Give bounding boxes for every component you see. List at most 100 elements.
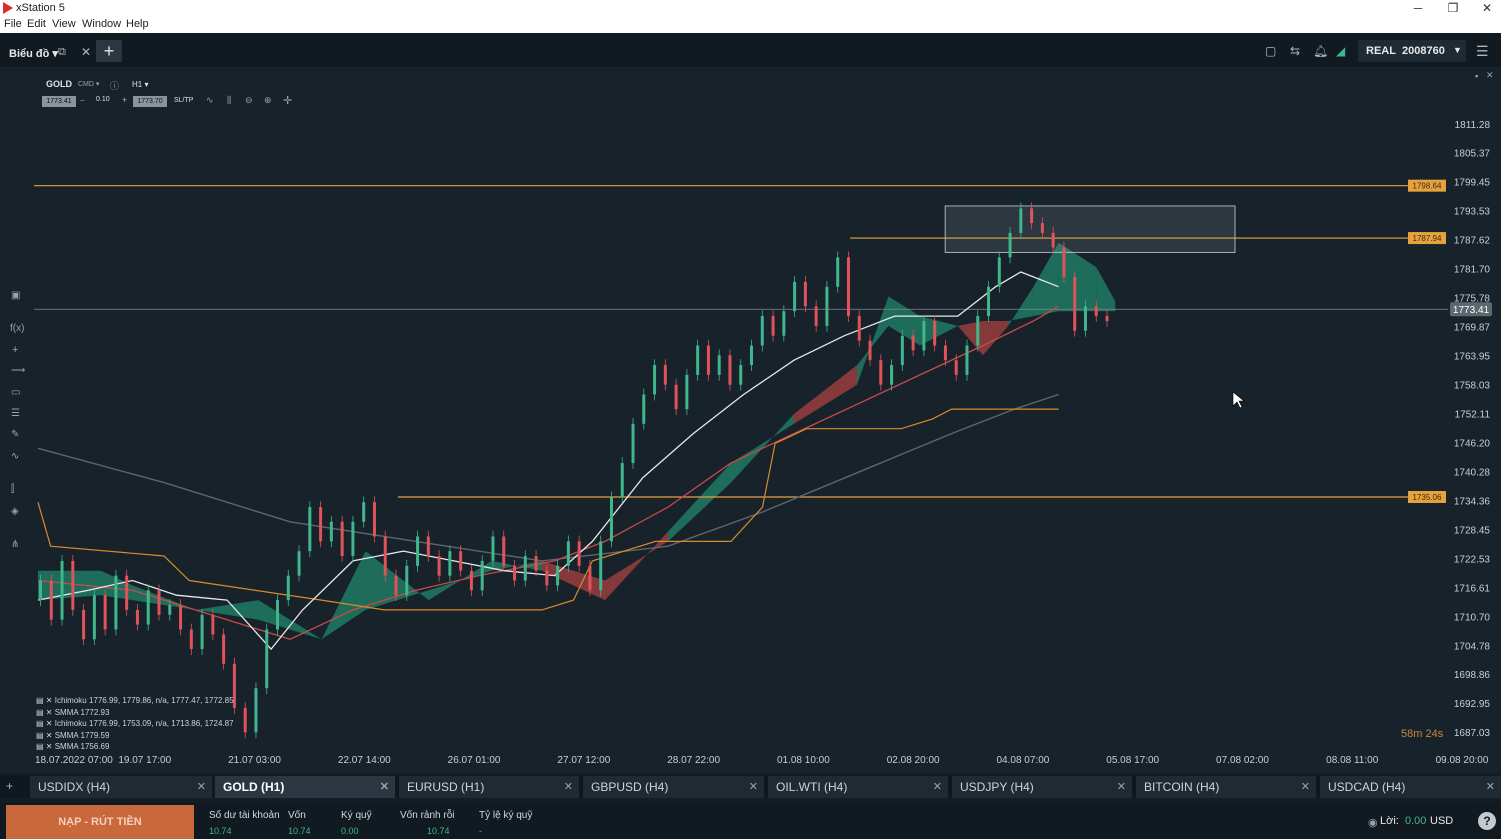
pen-tool-icon[interactable]: ✎: [11, 429, 20, 440]
close-tab-icon[interactable]: ✕: [81, 45, 92, 59]
close-icon[interactable]: ✕: [1485, 781, 1495, 793]
candle-body: [71, 560, 75, 610]
function-icon[interactable]: f(x): [10, 323, 25, 334]
zoom-in-icon[interactable]: ⊕: [264, 95, 272, 105]
line-chart-icon[interactable]: ∿: [206, 95, 214, 105]
volume-plus-button[interactable]: +: [122, 95, 128, 105]
layers-icon[interactable]: ◈: [11, 506, 19, 517]
measure-tool-icon[interactable]: ⫿: [11, 484, 15, 495]
price-chart[interactable]: 1811.28 1805.37 1799.45 1793.53 1787.62 1781.…: [0, 67, 1501, 773]
rectangle-tool-icon[interactable]: ▭: [11, 387, 21, 398]
tab-bitcoin[interactable]: BITCOIN (H4) ✕: [1136, 776, 1317, 798]
chart-maximize-icon[interactable]: ▪: [1475, 71, 1479, 81]
close-icon[interactable]: ✕: [748, 781, 758, 793]
object-tree-icon[interactable]: ▣: [11, 290, 21, 301]
menu-window[interactable]: Window: [82, 18, 122, 30]
layout-icon[interactable]: ▢: [1265, 44, 1277, 58]
candle-body: [49, 580, 53, 620]
y-tick-label: 1811.28: [1455, 120, 1491, 131]
tab-oilwti[interactable]: OIL.WTI (H4) ✕: [768, 776, 949, 798]
volume-minus-button[interactable]: −: [80, 96, 85, 105]
add-chart-button[interactable]: +: [96, 40, 122, 62]
chart-cmd[interactable]: CMD ▾: [78, 81, 100, 88]
x-tick-label: 19.07 17:00: [118, 755, 171, 766]
margin-label: Ký quỹ: [341, 810, 372, 821]
candle-body: [857, 316, 861, 341]
line-tool-icon[interactable]: ⟶: [11, 365, 26, 376]
close-icon[interactable]: ✕: [1300, 781, 1310, 793]
close-icon[interactable]: ✕: [932, 781, 942, 793]
maximize-button[interactable]: ❐: [1447, 1, 1459, 15]
popout-icon[interactable]: ⧉: [58, 46, 66, 58]
candles-icon[interactable]: ⫼: [227, 95, 232, 105]
chart-symbol[interactable]: GOLD: [46, 79, 72, 89]
close-icon[interactable]: ✕: [563, 781, 573, 793]
indicator-item[interactable]: ▤ ✕ Ichimoku 1776.99, 1779.86, n/a, 1777…: [36, 696, 234, 705]
sell-price-button[interactable]: 1773.41: [42, 96, 76, 107]
info-icon[interactable]: ⓘ: [110, 81, 120, 91]
instrument-tabs: + USDIDX (H4) ✕ GOLD (H1) ✕ EURUSD (H1) ✕ G…: [0, 776, 1501, 798]
close-window-button[interactable]: ✕: [1481, 1, 1493, 15]
buy-price-button[interactable]: 1773.70: [133, 96, 167, 107]
chart-panel[interactable]: 1811.28 1805.37 1799.45 1793.53 1787.62 1781.…: [0, 67, 1501, 773]
menu-file[interactable]: File: [4, 18, 22, 30]
timeframe-dropdown[interactable]: H1 ▾: [132, 80, 149, 89]
bell-icon[interactable]: 🔔︎: [1313, 44, 1329, 58]
section-dropdown[interactable]: Biểu đồ ▾: [9, 48, 58, 60]
volume-input[interactable]: 0.10: [96, 96, 110, 103]
tab-gold[interactable]: GOLD (H1) ✕: [215, 776, 396, 798]
close-icon[interactable]: ✕: [196, 781, 206, 793]
candle-body: [394, 575, 398, 596]
cross-tool-icon[interactable]: +: [12, 344, 19, 356]
indicator-item[interactable]: ▤ ✕ Ichimoku 1776.99, 1753.09, n/a, 1713…: [36, 719, 234, 728]
tab-label: GBPUSD (H4): [591, 780, 669, 794]
wave-tool-icon[interactable]: ∿: [11, 451, 20, 462]
close-icon[interactable]: ✕: [1116, 781, 1126, 793]
crosshair-icon[interactable]: ✛: [283, 95, 293, 107]
deposit-withdraw-button[interactable]: NẠP - RÚT TIỀN: [6, 805, 194, 839]
chart-close-icon[interactable]: ✕: [1486, 70, 1494, 80]
indicator-item[interactable]: ▤ ✕ SMMA 1772.93: [36, 707, 110, 717]
ichimoku-cloud-segment: [321, 551, 366, 640]
indicator-item[interactable]: ▤ ✕ SMMA 1756.69: [36, 742, 110, 751]
margin-level-label: Tỷ lệ ký quỹ: [479, 810, 533, 821]
candle-body: [911, 335, 915, 351]
tab-gbpusd[interactable]: GBPUSD (H4) ✕: [583, 776, 765, 798]
candle-body: [685, 374, 689, 410]
menu-edit[interactable]: Edit: [27, 18, 46, 30]
tab-usdidx[interactable]: USDIDX (H4) ✕: [30, 776, 213, 798]
minimize-button[interactable]: ─: [1413, 1, 1423, 15]
signals-icon[interactable]: ⇆: [1290, 44, 1301, 58]
window-titlebar: xStation 5 ─ ❐ ✕: [0, 0, 1501, 17]
zoom-out-icon[interactable]: ⊖: [245, 95, 253, 105]
account-selector[interactable]: REAL 2008760 ▼: [1358, 40, 1466, 62]
x-tick-label: 07.08 02:00: [1216, 755, 1269, 766]
candle-body: [308, 507, 312, 552]
share-icon[interactable]: ⋔: [11, 539, 20, 550]
indicator-item[interactable]: ▤ ✕ SMMA 1779.59: [36, 730, 110, 740]
candle-body: [771, 316, 775, 336]
candle-body: [114, 575, 118, 630]
price-level-tag: [1408, 490, 1446, 503]
y-tick-label: 1781.70: [1454, 265, 1491, 276]
close-icon[interactable]: ✕: [379, 781, 389, 793]
candle-body: [739, 365, 743, 385]
candle-body: [900, 335, 904, 366]
profit-value: 0.00: [1405, 815, 1427, 827]
hamburger-menu-icon[interactable]: ☰: [1476, 43, 1489, 59]
help-icon[interactable]: ?: [1478, 812, 1496, 830]
menu-view[interactable]: View: [52, 18, 76, 30]
sltp-button[interactable]: SL/TP: [174, 97, 194, 104]
candle-body: [513, 565, 517, 581]
tab-label: GOLD (H1): [223, 780, 285, 794]
add-tab-icon[interactable]: +: [6, 779, 14, 793]
tab-usdcad[interactable]: USDCAD (H4) ✕: [1320, 776, 1501, 798]
fibonacci-tool-icon[interactable]: ☰: [11, 408, 20, 419]
menu-help[interactable]: Help: [126, 18, 149, 30]
ichimoku-cloud-segment: [794, 365, 857, 424]
tab-eurusd[interactable]: EURUSD (H1) ✕: [399, 776, 580, 798]
candle-body: [642, 394, 646, 424]
tab-usdjpy[interactable]: USDJPY (H4) ✕: [952, 776, 1133, 798]
tab-label: OIL.WTI (H4): [776, 780, 848, 794]
ichimoku-cloud-segment: [605, 531, 668, 601]
